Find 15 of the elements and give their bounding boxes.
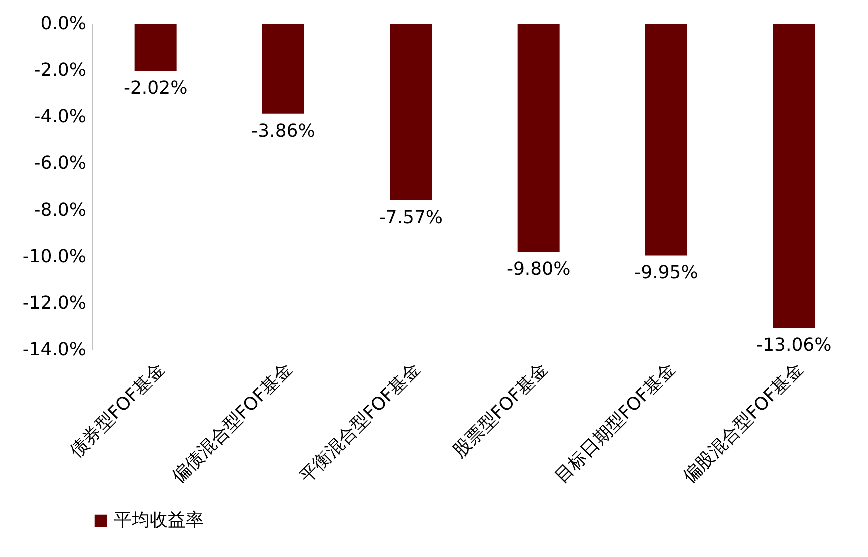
data-label: -3.86% bbox=[252, 120, 316, 142]
y-tick-label: -8.0% bbox=[34, 200, 86, 221]
y-tick-label: -14.0% bbox=[22, 340, 86, 360]
y-tick-label: -10.0% bbox=[22, 246, 86, 268]
y-tick-label: -4.0% bbox=[34, 106, 86, 128]
y-tick-label: -2.0% bbox=[34, 60, 86, 82]
y-tick-label: -12.0% bbox=[22, 292, 86, 314]
legend-label: 平均收益率 bbox=[114, 510, 204, 531]
y-tick-label: 0.0% bbox=[40, 14, 86, 34]
data-label: -7.57% bbox=[379, 207, 444, 228]
data-label: -9.95% bbox=[634, 262, 698, 284]
data-label: -2.02% bbox=[124, 78, 188, 100]
y-tick-label: -6.0% bbox=[34, 153, 86, 174]
data-label: -9.80% bbox=[506, 259, 571, 280]
data-label: -13.06% bbox=[756, 335, 832, 356]
